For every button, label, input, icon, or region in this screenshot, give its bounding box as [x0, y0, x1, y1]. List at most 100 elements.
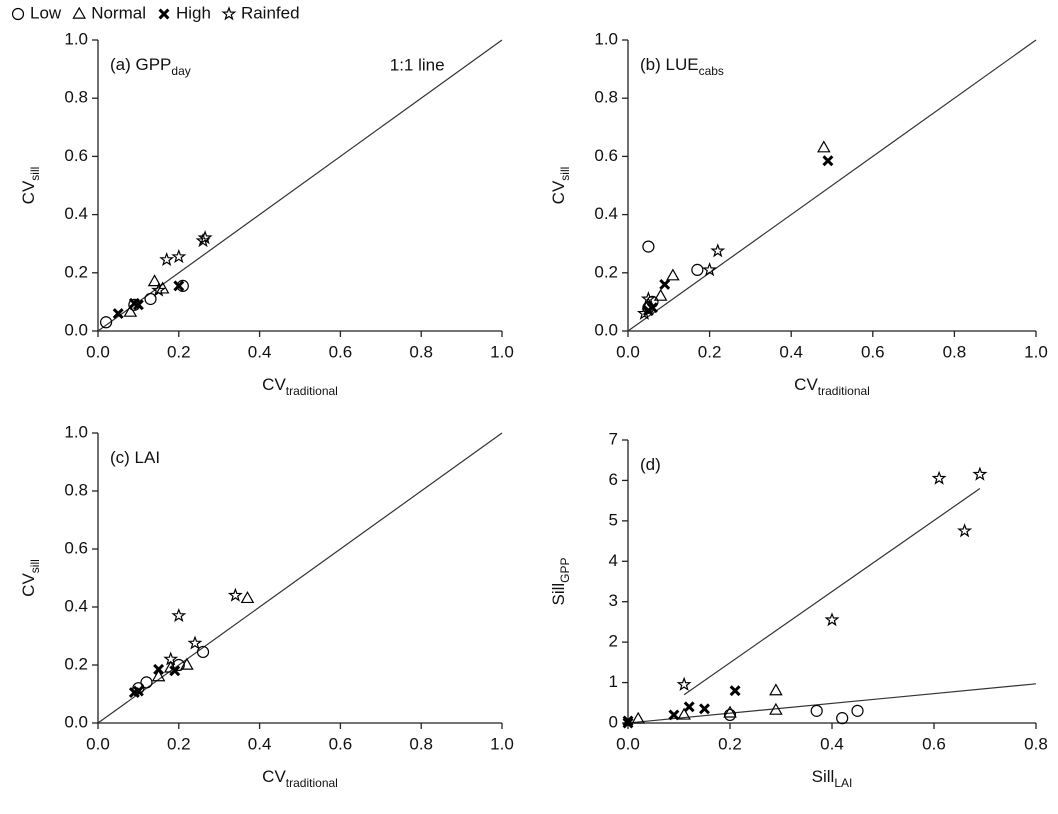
marker-x [659, 278, 671, 290]
y-tick-label: 1.0 [64, 422, 88, 441]
marker-circle [196, 645, 210, 659]
marker-star [187, 635, 203, 650]
marker-x [699, 703, 710, 715]
marker-circle [723, 708, 737, 722]
y-tick-label: 0.2 [64, 654, 88, 673]
x-axis-title-sub: traditional [286, 776, 338, 790]
marker-triangle [123, 304, 138, 317]
marker-star [931, 470, 947, 485]
marker-circle [836, 712, 849, 725]
legend-label: High [176, 3, 211, 22]
marker-x [647, 302, 658, 314]
panel: 0.0 0.2 0.4 0.6 0.8 1.0 0.0 0.2 0.4 0.6 0.8 1.0 [64, 422, 513, 753]
marker-star [197, 230, 213, 245]
y-axis-title-main: CV [549, 180, 568, 204]
marker-circle [144, 292, 157, 306]
panel: 0.0 0.2 0.4 0.6 0.8 1.0 0.0 0.2 0.4 0.6 0.8 1.0 1:1 … [64, 29, 513, 361]
marker-x [132, 685, 144, 697]
x-tick-label: 0.4 [820, 734, 844, 753]
x-tick-label: 0.4 [248, 342, 272, 361]
marker-triangle [72, 6, 86, 19]
y-axis-title: SillGPP [549, 557, 572, 605]
x-tick-label: 0.2 [718, 734, 742, 753]
x-tick-label: 0.2 [698, 342, 722, 361]
marker-circle [810, 704, 823, 717]
legend-entry: Rainfed [221, 3, 300, 22]
y-tick-label: 0.0 [594, 320, 618, 339]
marker-circle [851, 704, 864, 717]
marker-star [171, 248, 187, 264]
fit-line [683, 488, 981, 696]
legend-label: Rainfed [241, 3, 300, 22]
x-axis-title: CVtraditional [262, 375, 338, 398]
x-tick-label: 0.6 [329, 734, 353, 753]
marker-x [668, 709, 680, 721]
x-tick-label: 0.0 [616, 342, 640, 361]
marker-star [824, 612, 840, 627]
marker-triangle [163, 660, 178, 673]
y-tick-label: 0.6 [64, 538, 88, 557]
panel-title-main: (b) LUE [640, 55, 699, 74]
marker-star [221, 6, 237, 21]
fit-line [97, 432, 503, 724]
marker-circle [172, 658, 185, 672]
marker-x [153, 663, 165, 675]
marker-circle [140, 676, 153, 689]
y-tick-label: 0.0 [64, 320, 88, 339]
y-tick-label: 0.0 [64, 712, 88, 731]
marker-triangle [147, 274, 162, 287]
x-tick-label: 0.0 [616, 734, 640, 753]
marker-star [227, 587, 243, 602]
y-axis-title-sub: sill [558, 167, 572, 181]
x-axis-title-main: CV [262, 767, 286, 786]
x-tick-label: 0.4 [248, 734, 272, 753]
panel-title-main: (d) [640, 455, 661, 474]
panel-title-sub: day [171, 64, 190, 78]
marker-circle [691, 263, 704, 276]
marker-x [132, 299, 144, 311]
x-axis-title-main: Sill [812, 767, 835, 786]
x-tick-label: 0.0 [86, 342, 110, 361]
panel-title-main: (a) GPP [110, 55, 171, 74]
x-tick-label: 1.0 [490, 734, 514, 753]
marker-triangle [769, 702, 783, 715]
x-tick-label: 0.6 [922, 734, 946, 753]
marker-star [636, 305, 652, 320]
marker-triangle [677, 707, 691, 720]
marker-star [676, 676, 692, 691]
marker-star [163, 651, 179, 666]
marker-x [729, 685, 741, 697]
marker-star [151, 282, 167, 297]
y-tick-label: 0 [609, 712, 618, 731]
panel-title: (b) LUEcabs [640, 55, 724, 78]
marker-circle [99, 316, 113, 329]
legend-entry: Low [11, 3, 62, 22]
panel-title: (d) [640, 455, 661, 474]
marker-star [972, 466, 988, 481]
x-tick-label: 1.0 [490, 342, 514, 361]
marker-triangle [240, 591, 255, 604]
marker-triangle [631, 711, 646, 724]
marker-triangle [180, 657, 194, 670]
marker-triangle [666, 268, 680, 281]
x-axis-title-main: CV [794, 375, 818, 394]
y-tick-label: 0.8 [64, 480, 88, 499]
marker-triangle [151, 669, 166, 682]
marker-star [957, 523, 973, 538]
x-tick-label: 0.2 [167, 734, 191, 753]
y-tick-label: 0.6 [594, 146, 618, 165]
y-axis-title: CVsill [549, 167, 572, 205]
x-tick-label: 0.8 [409, 734, 433, 753]
marker-star [710, 243, 726, 258]
x-tick-label: 1.0 [1024, 342, 1048, 361]
fit-line [627, 683, 1037, 724]
y-tick-label: 0.8 [64, 88, 88, 107]
x-tick-label: 0.6 [329, 342, 353, 361]
y-tick-label: 2 [609, 632, 618, 651]
x-axis-title-sub: traditional [818, 384, 870, 398]
y-tick-label: 1.0 [64, 29, 88, 48]
y-axis-title-main: CV [19, 573, 38, 597]
panel-title-main: (c) LAI [110, 448, 160, 467]
